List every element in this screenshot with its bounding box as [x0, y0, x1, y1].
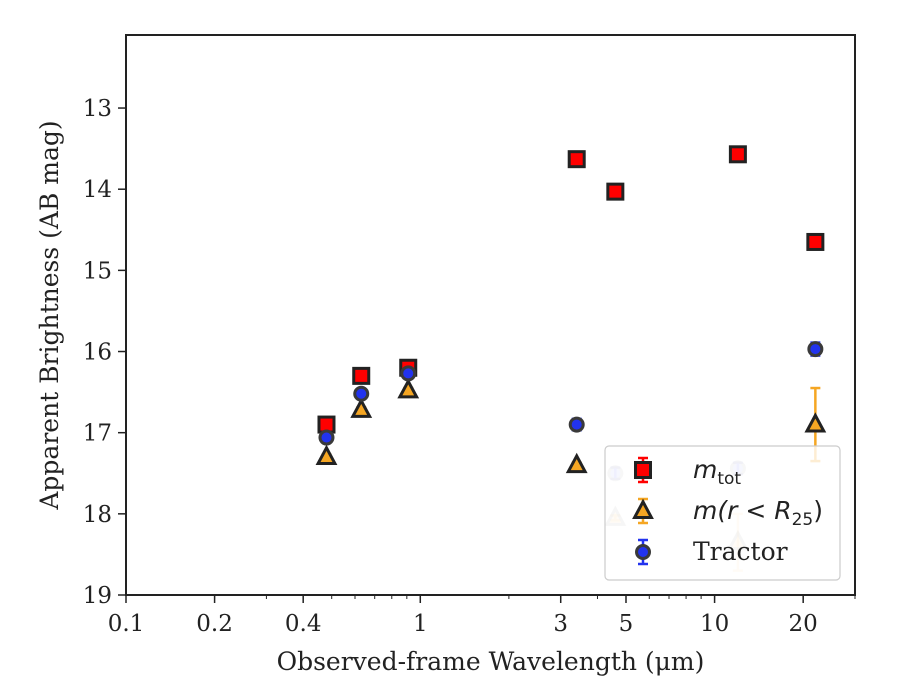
legend-label-0: mtot: [693, 455, 741, 489]
legend-label-sub: 25: [792, 510, 814, 530]
circle-point-2-2: [400, 365, 417, 382]
y-axis-label: Apparent Brightness (AB mag): [35, 120, 64, 510]
circle-point-2-0: [318, 429, 335, 446]
x-tick-label: 20: [789, 611, 818, 637]
y-tick-label: 17: [83, 421, 112, 447]
triangle-point-1-1: [350, 397, 373, 418]
y-tick-label: 13: [83, 96, 112, 122]
x-tick-label: 0.4: [285, 611, 322, 637]
triangle-point-1-0: [315, 444, 338, 465]
legend-label-main: m: [693, 455, 717, 484]
legend-label-1: m(r < R25): [693, 496, 823, 530]
x-tick-label: 10: [700, 611, 729, 637]
square-point-0-1: [352, 366, 371, 385]
circle-point-2-1: [353, 385, 370, 402]
y-tick-label: 19: [83, 583, 112, 609]
x-tick-label: 5: [619, 611, 634, 637]
legend: mtot m(r < R25) Tractor: [604, 445, 841, 581]
x-tick-label: 0.2: [196, 611, 233, 637]
legend-label-main: Tractor: [693, 537, 788, 566]
series-0: [317, 145, 825, 434]
y-tick-label: 14: [83, 177, 112, 203]
triangle-point-1-3: [565, 452, 588, 474]
triangle-point-1-2: [397, 378, 420, 399]
legend-label-2: Tractor: [693, 537, 788, 566]
x-tick-label: 3: [553, 611, 568, 637]
x-tick-label: 1: [413, 611, 428, 637]
y-tick-label: 16: [83, 340, 112, 366]
x-axis-label: Observed-frame Wavelength (μm): [277, 647, 705, 676]
y-tick-label: 15: [83, 258, 112, 284]
legend-box: [604, 445, 841, 581]
square-point-0-5: [728, 145, 747, 164]
legend-label-tail: ): [813, 496, 823, 525]
legend-circle-icon: [635, 544, 651, 560]
circle-point-2-6: [807, 341, 824, 358]
triangle-point-1-6: [804, 412, 827, 433]
square-point-0-4: [606, 182, 625, 201]
legend-triangle-icon: [632, 498, 654, 519]
legend-label-main: m(r < R: [693, 496, 792, 525]
square-point-0-6: [806, 232, 825, 251]
y-tick-label: 18: [83, 502, 112, 528]
legend-square-icon: [634, 461, 652, 479]
legend-label-sub: tot: [717, 469, 741, 489]
square-point-0-3: [567, 150, 586, 169]
x-tick-label: 0.1: [108, 611, 145, 637]
circle-point-2-3: [568, 416, 585, 433]
plot-frame: [125, 34, 856, 596]
